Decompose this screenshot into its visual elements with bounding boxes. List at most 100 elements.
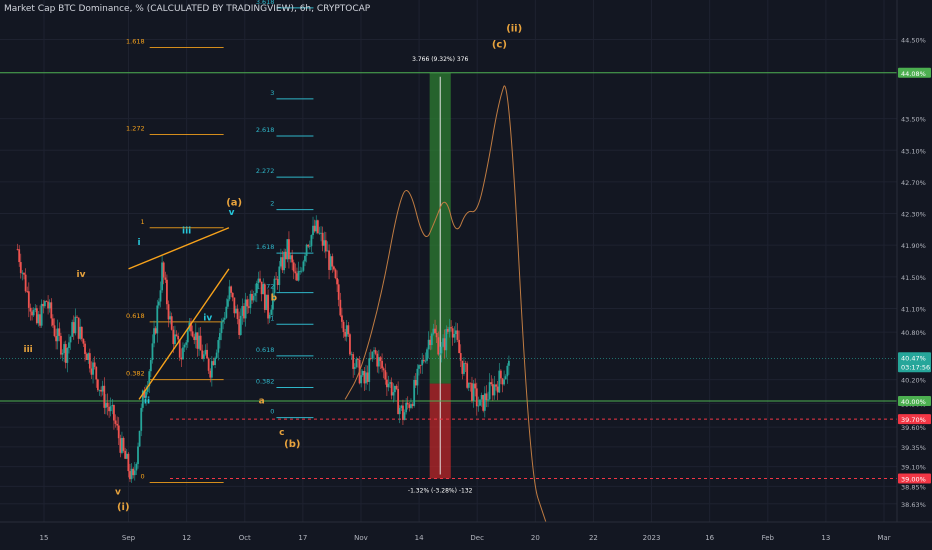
candle-body — [369, 358, 372, 360]
candle-body — [178, 339, 181, 358]
price-tick-label: 43.10% — [901, 147, 926, 155]
candle-body — [180, 357, 183, 360]
candle-body — [267, 294, 269, 319]
candle-body — [69, 336, 72, 343]
candle-body — [456, 330, 459, 340]
candle-body — [199, 335, 202, 351]
price-tick-label: 43.50% — [901, 116, 926, 124]
fib-right-label: 0.382 — [256, 378, 275, 386]
candle-body — [361, 370, 364, 376]
candle-body — [339, 299, 342, 316]
candle-body — [39, 314, 41, 326]
candle-body — [413, 379, 416, 406]
wave-label: (a) — [226, 198, 242, 209]
price-axis[interactable]: 44.50% 44.08% 43.50% 43.10% 42.70% 42.30% 41.9… — [896, 0, 932, 550]
fib-left-label: 1 — [141, 218, 145, 226]
candle-body — [381, 360, 383, 369]
wave-label: v — [115, 487, 121, 497]
candle-body — [305, 244, 308, 256]
trendlines[interactable] — [128, 227, 230, 400]
candle-body — [121, 437, 123, 453]
wave-label: v — [229, 208, 235, 218]
upper-wedge-line[interactable] — [128, 227, 230, 270]
candle-body — [410, 404, 412, 408]
candle-body — [204, 349, 207, 355]
stop-level-tag-label: 39.70% — [901, 416, 926, 424]
candle-body — [437, 337, 440, 355]
fib-left-label: 1.618 — [126, 37, 145, 45]
candle-body — [471, 383, 473, 401]
candle-body — [21, 272, 24, 274]
candle-body — [201, 350, 204, 359]
candle-body — [222, 319, 225, 322]
lower-green-level-tag[interactable] — [898, 395, 931, 406]
candle-body — [196, 332, 199, 349]
time-tick-label: 15 — [40, 534, 49, 542]
candle-body — [194, 332, 197, 340]
candle-body — [344, 331, 347, 337]
candle-body — [368, 358, 371, 382]
candle-body — [469, 382, 472, 384]
upper-green-level-tag-label: 44.08% — [901, 70, 926, 78]
upper-green-level-tag[interactable] — [898, 67, 931, 78]
time-tick-label: 13 — [821, 534, 830, 542]
candle-body — [450, 327, 453, 329]
candle-body — [37, 314, 40, 324]
long-position-tool[interactable]: 3.766 (9.32%) 376 -1.32% (-3.28%) -132 — [408, 56, 473, 495]
candle-body — [403, 412, 406, 420]
price-tick-label: 38.85% — [901, 483, 926, 491]
current-price-countdown: 03:17:56 — [901, 363, 930, 371]
candle-body — [479, 399, 481, 406]
candle-body — [353, 366, 356, 369]
current-price-tag[interactable] — [898, 352, 931, 373]
candle-body — [292, 262, 295, 272]
candle-body — [360, 375, 363, 384]
candle-body — [347, 325, 350, 335]
projection-path[interactable] — [344, 85, 547, 523]
candle-body — [308, 246, 311, 248]
candle-body — [273, 278, 276, 294]
candle-body — [77, 317, 80, 339]
projection-curve[interactable] — [344, 85, 547, 523]
candle-body — [209, 370, 212, 378]
candle-body — [236, 308, 239, 320]
fib-left-label: 0 — [141, 472, 145, 480]
candle-body — [402, 405, 404, 420]
candle-body — [341, 315, 343, 322]
candle-body — [300, 270, 303, 272]
candle-body — [52, 318, 54, 326]
bottom-level-tag-label: 39.00% — [901, 476, 926, 484]
candle-body — [355, 358, 358, 367]
candle-body — [334, 269, 337, 279]
wave-label: a — [259, 396, 265, 406]
fib-right-label: 1.618 — [256, 243, 275, 251]
candle-body — [114, 420, 117, 424]
position-stop-label: -1.32% (-3.28%) -132 — [408, 488, 473, 495]
candle-body — [504, 376, 507, 380]
candle-body — [414, 379, 417, 386]
candle-body — [95, 366, 98, 380]
candle-body — [464, 363, 467, 364]
candle-body — [249, 293, 252, 308]
horizontal-levels[interactable] — [0, 72, 897, 479]
candle-body — [241, 306, 244, 316]
fib-right-label: 0.618 — [256, 346, 275, 354]
candle-body — [84, 343, 86, 354]
candle-body — [488, 382, 491, 400]
stop-level-tag[interactable] — [898, 414, 931, 425]
candle-body — [218, 333, 221, 341]
candle-body — [132, 468, 135, 476]
candle-body — [315, 220, 318, 232]
candle-body — [161, 262, 163, 291]
candle-body — [475, 388, 478, 407]
candle-body — [379, 357, 382, 361]
time-axis[interactable]: 15 Sep 12 Oct 17 Nov 14 Dec 20 22 2023 16 Feb 13 Mar — [0, 521, 932, 550]
candle-body — [238, 319, 241, 335]
candle-body — [24, 274, 27, 292]
candle-body — [164, 277, 167, 280]
lower-wedge-line[interactable] — [138, 268, 230, 400]
bottom-level-tag[interactable] — [898, 473, 931, 484]
position-target-label: 3.766 (9.32%) 376 — [412, 56, 468, 63]
candle-body — [137, 446, 139, 464]
